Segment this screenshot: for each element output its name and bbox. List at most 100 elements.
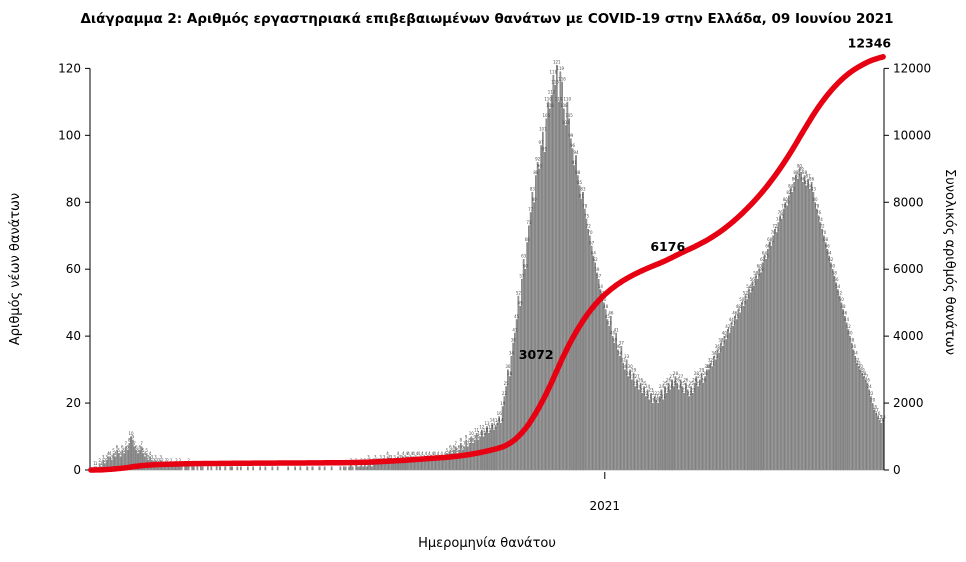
bar <box>751 282 754 471</box>
bar-value-label: 94 <box>573 150 579 155</box>
bar <box>760 272 762 471</box>
bar <box>604 309 607 471</box>
bar <box>779 215 782 471</box>
bar <box>252 466 255 471</box>
bar <box>632 372 635 471</box>
bar <box>142 453 145 471</box>
bar-value-label: 3 <box>388 454 391 459</box>
bar <box>733 315 736 471</box>
bar-value-label: 67 <box>589 240 595 245</box>
bar <box>824 242 827 471</box>
bar <box>519 305 522 471</box>
bar <box>405 456 408 471</box>
bar-value-label: 4 <box>418 451 421 456</box>
bar <box>231 466 234 471</box>
bar <box>712 356 715 471</box>
bar <box>240 466 242 471</box>
bar <box>849 336 851 471</box>
bar <box>665 392 668 471</box>
bar <box>719 342 722 471</box>
bar <box>623 369 626 471</box>
bar-value-label: 80 <box>813 197 819 202</box>
bar-value-label: 4 <box>425 451 428 456</box>
bar <box>177 466 180 471</box>
bar-value-label: 14 <box>498 418 504 423</box>
bar <box>541 131 544 471</box>
bar <box>564 125 567 471</box>
bar <box>644 396 647 471</box>
bar <box>192 466 195 471</box>
bar <box>430 459 433 471</box>
bar-value-label: 82 <box>786 190 792 195</box>
bar <box>540 145 542 471</box>
bar <box>873 409 876 471</box>
bar-value-label: 64 <box>762 250 768 255</box>
bar <box>660 389 663 471</box>
bar <box>807 178 809 471</box>
bar <box>843 315 846 471</box>
daily-deaths-bars-layer <box>93 64 884 471</box>
bar-value-label: 4 <box>447 451 450 456</box>
bar-value-label: 25 <box>680 381 686 386</box>
bar-value-label: 20 <box>650 398 656 403</box>
bar <box>709 362 712 471</box>
bar <box>791 192 794 471</box>
bar <box>339 466 342 471</box>
bar-value-label: 74 <box>776 217 782 222</box>
bar <box>439 459 441 471</box>
bar-value-label: 33 <box>713 354 719 359</box>
bar-value-label: 25 <box>671 381 677 386</box>
bar-value-label: 8 <box>468 438 471 443</box>
bar <box>536 162 539 471</box>
bar <box>137 453 139 471</box>
bar-value-label: 13 <box>484 421 490 426</box>
bar-value-label: 7 <box>140 441 143 446</box>
bar-value-label: 9 <box>477 434 480 439</box>
bar-value-label: 50 <box>839 297 845 302</box>
bar <box>655 399 658 471</box>
bar <box>299 466 302 471</box>
bar-value-label: 62 <box>828 257 834 262</box>
bar <box>637 389 640 471</box>
bar <box>653 396 656 471</box>
bar <box>768 242 771 471</box>
bar <box>547 101 549 471</box>
bar-value-label: 119 <box>556 66 564 71</box>
bar <box>749 292 752 471</box>
bar <box>515 319 518 471</box>
bar-value-label: 22 <box>868 391 874 396</box>
bar <box>756 279 759 471</box>
bar <box>732 325 734 471</box>
bar-value-label: 30 <box>706 364 712 369</box>
bar <box>610 315 612 471</box>
bar-value-label: 5 <box>451 448 454 453</box>
bar-value-label: 40 <box>610 331 616 336</box>
bar <box>774 228 776 471</box>
bar-value-label: 2 <box>98 458 101 463</box>
bar-value-label: 6 <box>138 444 141 449</box>
bar-value-label: 2 <box>187 458 190 463</box>
bar-value-label: 59 <box>594 267 600 272</box>
bar <box>716 349 719 471</box>
bar-value-label: 5 <box>137 448 140 453</box>
bar <box>695 376 698 471</box>
bar-value-label: 46 <box>732 311 738 316</box>
bar <box>306 466 309 471</box>
bar-value-label: 88 <box>793 170 799 175</box>
bar-value-label: 76 <box>778 210 784 215</box>
bar <box>618 356 621 471</box>
bar-value-label: 4 <box>412 451 415 456</box>
annotations-layer: 3072 6176 12346 <box>519 35 892 362</box>
bar <box>463 446 466 471</box>
bar-value-label: 83 <box>790 187 796 192</box>
bar <box>658 396 661 471</box>
bar <box>395 463 398 471</box>
bar-value-label: 4 <box>109 451 112 456</box>
bar <box>594 262 597 471</box>
bar <box>264 466 267 471</box>
bar <box>707 369 710 471</box>
bar <box>592 255 595 471</box>
bar <box>562 108 565 471</box>
bar-value-label: 1 <box>93 461 96 466</box>
